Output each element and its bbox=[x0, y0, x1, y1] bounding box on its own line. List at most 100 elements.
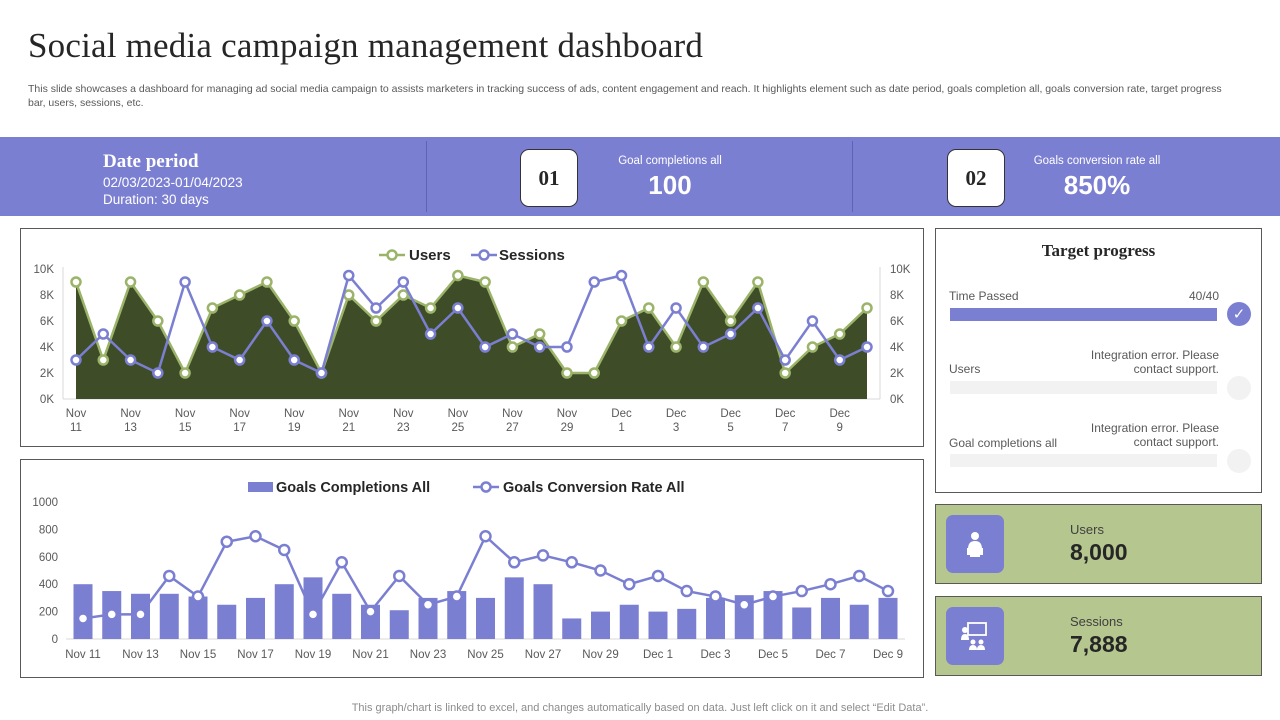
users-point bbox=[397, 289, 410, 301]
users-point bbox=[670, 341, 682, 353]
users-stat-value: 8,000 bbox=[1070, 539, 1128, 565]
conversion-rate-point bbox=[709, 590, 722, 603]
x-tick-label-day: 29 bbox=[561, 422, 574, 434]
goal-completions-progress-bar bbox=[950, 454, 1217, 467]
x-tick-label-month: Nov bbox=[175, 408, 196, 420]
sessions-point bbox=[561, 341, 573, 353]
users-point bbox=[233, 289, 246, 301]
x-tick-label-day: 19 bbox=[288, 422, 301, 434]
sessions-line bbox=[75, 272, 868, 375]
meeting-group-icon bbox=[946, 607, 1004, 665]
y-tick-label: 2K bbox=[890, 368, 904, 380]
sessions-point bbox=[124, 354, 137, 366]
sessions-point bbox=[370, 302, 382, 314]
legend-rate-marker bbox=[480, 481, 492, 493]
x-tick-label: Nov 17 bbox=[237, 649, 273, 661]
x-tick-label: Nov 25 bbox=[467, 649, 503, 661]
legend-sessions-label: Sessions bbox=[499, 247, 565, 264]
kpi-goal-completions-label: Goal completions all bbox=[618, 155, 722, 167]
x-tick-label-day: 25 bbox=[451, 422, 464, 434]
goals-completion-bar bbox=[533, 584, 553, 639]
users-point bbox=[152, 315, 164, 327]
y-tick-label: 400 bbox=[39, 579, 58, 591]
conversion-rate-point bbox=[565, 556, 578, 569]
sessions-point bbox=[315, 367, 328, 379]
sessions-point bbox=[861, 341, 873, 353]
goals-chart: 0 200 400 600 800 1000 Nov 11 Nov 13 Nov 15 Nov 1… bbox=[32, 480, 905, 661]
conversion-rate-point bbox=[738, 598, 751, 611]
y-tick-label: 0 bbox=[52, 634, 58, 646]
goals-completion-bar bbox=[73, 584, 93, 639]
conversion-rate-point bbox=[623, 577, 636, 591]
goals-completion-bar bbox=[677, 608, 697, 639]
users-point bbox=[343, 289, 355, 301]
summary-band: Date period 02/03/2023-01/04/2023 Durati… bbox=[0, 137, 1280, 216]
time-passed-progress-bar bbox=[950, 308, 1217, 321]
conversion-rate-point bbox=[853, 569, 866, 583]
y-tick-label: 8K bbox=[890, 290, 904, 302]
x-tick-label-month: Nov bbox=[120, 408, 141, 420]
x-tick-label: Nov 23 bbox=[410, 649, 446, 661]
date-period-title: Date period bbox=[103, 151, 199, 172]
x-tick-label-month: Dec bbox=[666, 408, 687, 420]
x-tick-label: Nov 21 bbox=[352, 649, 388, 661]
date-period-duration: Duration: 30 days bbox=[103, 192, 209, 207]
sessions-point bbox=[424, 328, 437, 340]
conversion-rate-point bbox=[306, 608, 320, 621]
users-area bbox=[76, 275, 867, 399]
goals-completion-bar bbox=[849, 604, 869, 639]
users-point bbox=[533, 328, 546, 340]
x-tick-label-day: 9 bbox=[837, 422, 843, 434]
sessions-point bbox=[206, 341, 219, 353]
x-tick-label-month: Nov bbox=[502, 408, 523, 420]
goals-completion-bar bbox=[476, 597, 495, 639]
conversion-rate-point bbox=[766, 590, 780, 603]
sessions-point bbox=[588, 276, 600, 288]
x-tick-label: Dec 7 bbox=[815, 649, 845, 661]
users-point bbox=[861, 302, 873, 314]
sessions-point bbox=[479, 341, 491, 353]
conversion-rate-point bbox=[76, 612, 90, 625]
x-tick-label-month: Dec bbox=[611, 408, 632, 420]
band-divider bbox=[426, 141, 427, 212]
x-tick-label: Nov 13 bbox=[122, 649, 158, 661]
users-point bbox=[779, 367, 791, 379]
sessions-point bbox=[97, 328, 110, 340]
conversion-rate-point bbox=[163, 569, 176, 583]
x-tick-label: Nov 27 bbox=[525, 649, 561, 661]
conversion-rate-point bbox=[508, 556, 521, 569]
sessions-point bbox=[452, 302, 464, 314]
goals-completion-bar bbox=[562, 618, 582, 639]
sessions-point bbox=[533, 341, 546, 353]
y-tick-label: 600 bbox=[39, 552, 58, 564]
x-tick-label-month: Nov bbox=[284, 408, 305, 420]
sessions-point bbox=[261, 315, 273, 327]
target-progress-panel: Target progress Time Passed 40/40 ✓ Inte… bbox=[935, 228, 1262, 493]
sessions-point bbox=[670, 302, 682, 314]
x-tick-label-month: Nov bbox=[448, 408, 469, 420]
goals-completion-bar bbox=[504, 577, 524, 639]
users-progress-bar bbox=[950, 381, 1217, 394]
goals-completion-bar bbox=[389, 610, 409, 639]
conversion-rate-point bbox=[335, 556, 348, 569]
x-tick-label-month: Dec bbox=[829, 408, 850, 420]
sessions-point bbox=[806, 315, 819, 327]
users-point bbox=[724, 315, 737, 327]
users-point bbox=[97, 354, 110, 366]
y-tick-label: 6K bbox=[890, 316, 904, 328]
conversion-rate-point bbox=[105, 608, 118, 621]
users-stat-card: Users 8,000 bbox=[935, 504, 1262, 584]
conversion-rate-point bbox=[594, 564, 607, 577]
goals-completion-bar bbox=[821, 597, 840, 639]
footer-note: This graph/chart is linked to excel, and… bbox=[351, 702, 929, 714]
conversion-rate-point bbox=[393, 569, 406, 583]
conversion-rate-point bbox=[795, 584, 808, 598]
x-tick-label-day: 27 bbox=[506, 422, 519, 434]
conversion-rate-point bbox=[249, 530, 262, 543]
users-point bbox=[833, 328, 846, 340]
y-tick-label: 4K bbox=[40, 342, 54, 354]
conversion-rate-point bbox=[450, 590, 463, 603]
y-tick-label: 10K bbox=[34, 264, 55, 276]
x-tick-label-day: 21 bbox=[342, 422, 355, 434]
